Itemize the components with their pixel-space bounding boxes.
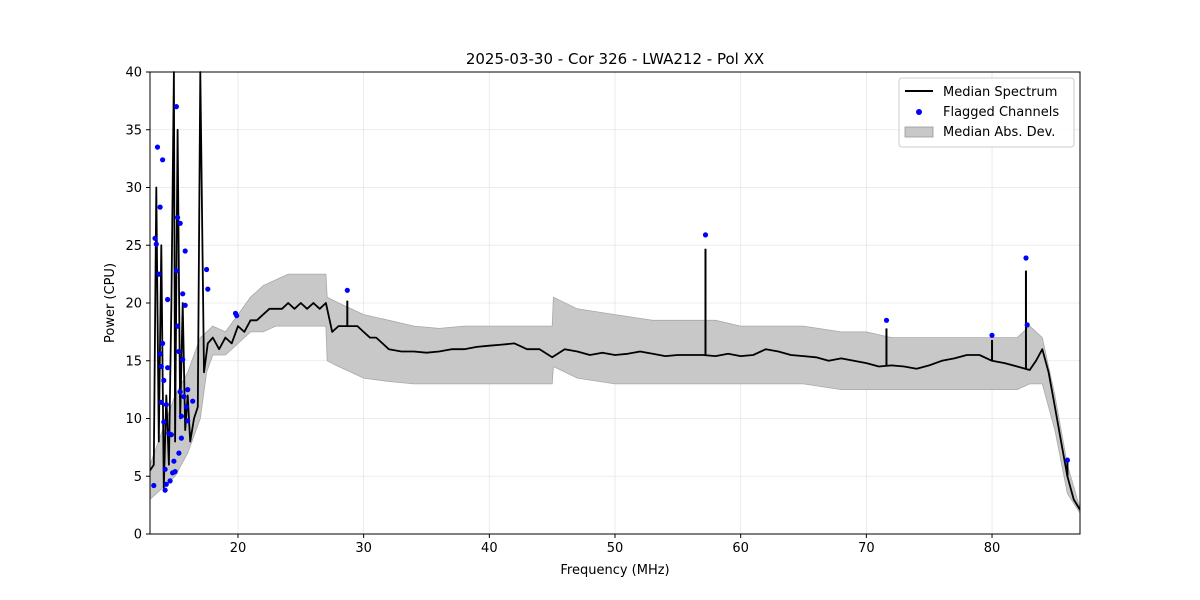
flagged-channel-point xyxy=(153,241,159,247)
y-tick-label: 20 xyxy=(125,297,142,312)
legend-label-flagged-channels: Flagged Channels xyxy=(943,105,1059,120)
x-tick-label: 30 xyxy=(355,541,372,556)
flagged-channel-point xyxy=(204,266,210,273)
flagged-channel-point xyxy=(161,419,167,425)
flagged-channel-point xyxy=(161,377,167,383)
legend-swatch-mad-band xyxy=(904,126,934,138)
flagged-channel-point xyxy=(158,399,164,405)
median-spectrum-layer xyxy=(149,71,1081,511)
legend-swatch-flagged-channels xyxy=(916,109,922,115)
flagged-channel-point xyxy=(176,348,182,355)
flagged-channel-point xyxy=(173,268,179,274)
flagged-channel-point xyxy=(989,332,995,338)
x-tick-label: 20 xyxy=(230,541,247,556)
flagged-channel-point xyxy=(178,435,184,441)
flagged-channel-point xyxy=(180,291,186,297)
y-axis-ticks: 0 5 10 15 20 25 30 35 40 xyxy=(125,66,150,543)
flagged-channel-point xyxy=(182,248,188,254)
flagged-channel-point xyxy=(234,313,240,319)
x-tick-label: 40 xyxy=(481,541,498,556)
flagged-channel-point xyxy=(1023,255,1029,261)
flagged-channel-point xyxy=(190,398,196,404)
flagged-channel-point xyxy=(182,302,188,308)
flagged-channel-point xyxy=(178,413,184,419)
y-tick-label: 5 xyxy=(134,470,142,485)
flagged-channel-point xyxy=(162,466,168,472)
flagged-channel-point xyxy=(172,469,178,475)
legend-label-median-spectrum: Median Spectrum xyxy=(943,85,1057,100)
legend-label-mad-band: Median Abs. Dev. xyxy=(943,125,1055,140)
flagged-channel-point xyxy=(171,458,177,464)
flagged-channel-point xyxy=(160,157,166,163)
y-tick-label: 15 xyxy=(125,354,142,369)
flagged-channel-point xyxy=(180,357,186,363)
y-tick-label: 0 xyxy=(134,528,142,543)
y-tick-label: 40 xyxy=(125,66,142,81)
legend-box xyxy=(898,77,1075,148)
flagged-channel-point xyxy=(185,387,191,393)
flagged-channel-point xyxy=(344,287,350,293)
y-tick-label: 10 xyxy=(125,412,142,427)
flagged-channel-point xyxy=(175,214,181,221)
flagged-channel-point xyxy=(167,478,173,484)
flagged-channel-point xyxy=(173,104,179,110)
flagged-channel-point xyxy=(1064,457,1070,463)
x-tick-label: 80 xyxy=(984,541,1001,556)
x-tick-label: 50 xyxy=(607,541,624,556)
y-tick-label: 25 xyxy=(125,239,142,254)
flagged-channel-point xyxy=(181,394,187,400)
flagged-channel-point xyxy=(205,286,211,292)
chart-title: 2025-03-30 - Cor 326 - LWA212 - Pol XX xyxy=(466,50,764,68)
flagged-channel-point xyxy=(157,204,163,210)
flagged-channel-point xyxy=(165,365,171,371)
flagged-channel-point xyxy=(183,404,189,410)
flagged-channel-point xyxy=(1024,322,1030,328)
y-tick-label: 30 xyxy=(125,181,142,196)
flagged-channel-point xyxy=(702,232,709,238)
flagged-channel-point xyxy=(163,481,169,487)
flagged-channel-point xyxy=(163,402,169,408)
flagged-channel-point xyxy=(158,363,164,370)
y-tick-label: 35 xyxy=(125,123,142,138)
x-tick-label: 60 xyxy=(732,541,749,556)
flagged-channel-point xyxy=(883,317,890,323)
x-tick-label: 70 xyxy=(858,541,875,556)
flagged-channel-point xyxy=(177,220,183,226)
flagged-channel-point xyxy=(175,323,181,329)
x-axis-ticks: 20 30 40 50 60 70 80 xyxy=(230,534,1001,556)
flagged-channel-point xyxy=(177,389,183,395)
flagged-channels-layer xyxy=(151,104,1070,493)
flagged-channel-point xyxy=(154,144,161,150)
legend: Median Spectrum Flagged Channels Median … xyxy=(898,77,1075,148)
flagged-channel-point xyxy=(176,450,182,456)
flagged-channel-point xyxy=(168,432,174,438)
flagged-channel-point xyxy=(165,296,171,303)
flagged-channel-point xyxy=(151,482,157,489)
flagged-channel-point xyxy=(160,340,166,346)
flagged-channel-point xyxy=(152,235,158,241)
flagged-channel-point xyxy=(156,271,162,277)
flagged-channel-point xyxy=(157,351,163,357)
flagged-channel-point xyxy=(185,418,191,424)
median-spectrum-line xyxy=(149,71,1081,511)
y-axis-label: Power (CPU) xyxy=(103,263,118,343)
x-axis-label: Frequency (MHz) xyxy=(560,563,669,578)
flagged-channel-point xyxy=(162,487,168,493)
